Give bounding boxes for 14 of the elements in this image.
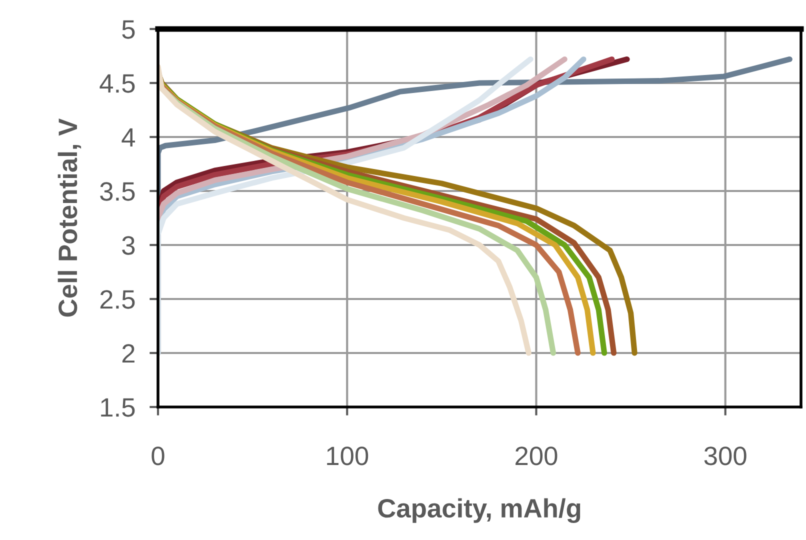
y-tick-label: 3.5 [100,182,135,201]
y-tick-label: 4.5 [100,74,135,93]
x-tick-label: 0 [152,446,164,466]
y-tick-label: 3 [122,236,135,255]
x-tick-label: 300 [704,446,746,466]
y-tick-label: 4 [122,128,136,147]
y-tick-label: 1.5 [101,398,135,417]
y-tick-label: 5 [122,20,135,39]
y-tick-label: 2.5 [100,290,135,309]
x-tick-label: 100 [327,446,368,466]
y-tick-label: 2 [122,344,134,363]
y-axis-title: Cell Potential, V [58,118,82,317]
x-tick-label: 200 [516,446,558,466]
x-axis-title: Capacity, mAh/g [378,498,580,523]
